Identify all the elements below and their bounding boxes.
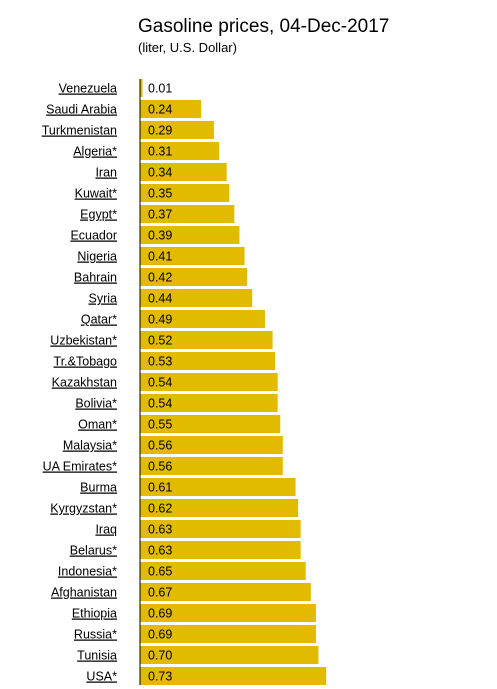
bar bbox=[140, 331, 273, 349]
category-label: Kazakhstan bbox=[52, 376, 117, 390]
category-label: Ecuador bbox=[70, 229, 117, 243]
category-label: Indonesia* bbox=[58, 565, 117, 579]
value-label: 0.73 bbox=[148, 670, 172, 684]
bar bbox=[140, 205, 235, 223]
category-label: Venezuela bbox=[59, 82, 117, 96]
category-label: Bahrain bbox=[74, 271, 117, 285]
category-label: Malaysia* bbox=[63, 439, 117, 453]
value-label: 0.53 bbox=[148, 355, 172, 369]
bar bbox=[140, 184, 230, 202]
value-label: 0.61 bbox=[148, 481, 172, 495]
bar bbox=[140, 373, 278, 391]
value-label: 0.56 bbox=[148, 460, 172, 474]
category-label: Oman* bbox=[78, 418, 117, 432]
category-label: Afghanistan bbox=[51, 586, 117, 600]
category-label: Iran bbox=[95, 166, 117, 180]
category-label: Russia* bbox=[74, 628, 117, 642]
bar bbox=[140, 163, 227, 181]
value-label: 0.62 bbox=[148, 502, 172, 516]
category-label: Nigeria bbox=[77, 250, 117, 264]
bar bbox=[140, 394, 278, 412]
value-label: 0.67 bbox=[148, 586, 172, 600]
value-label: 0.01 bbox=[148, 82, 172, 96]
category-label: Burma bbox=[80, 481, 117, 495]
category-label: Syria bbox=[89, 292, 118, 306]
value-label: 0.39 bbox=[148, 229, 172, 243]
bar bbox=[140, 646, 319, 664]
value-label: 0.69 bbox=[148, 628, 172, 642]
value-label: 0.55 bbox=[148, 418, 172, 432]
category-label: Iraq bbox=[95, 523, 117, 537]
value-label: 0.70 bbox=[148, 649, 172, 663]
category-label: Turkmenistan bbox=[42, 124, 117, 138]
chart-title: Gasoline prices, 04-Dec-2017 bbox=[138, 16, 390, 37]
value-label: 0.37 bbox=[148, 208, 172, 222]
bar bbox=[140, 79, 143, 97]
value-label: 0.31 bbox=[148, 145, 172, 159]
category-label: Kyrgyzstan* bbox=[50, 502, 117, 516]
value-labels-group: 0.01 0.24 0.29 0.31 0.34 0.35 0.37 0.39 0.41 0.42… bbox=[148, 82, 172, 684]
value-label: 0.44 bbox=[148, 292, 172, 306]
bars-group bbox=[140, 79, 327, 685]
bar bbox=[140, 142, 220, 160]
bar bbox=[140, 310, 265, 328]
value-label: 0.42 bbox=[148, 271, 172, 285]
bar bbox=[140, 100, 202, 118]
category-label: Qatar* bbox=[81, 313, 117, 327]
bar bbox=[140, 625, 316, 643]
value-label: 0.54 bbox=[148, 376, 172, 390]
value-label: 0.34 bbox=[148, 166, 172, 180]
bar bbox=[140, 604, 316, 622]
value-label: 0.69 bbox=[148, 607, 172, 621]
category-label: Belarus* bbox=[70, 544, 117, 558]
bar bbox=[140, 667, 327, 685]
category-label: UA Emirates* bbox=[43, 460, 117, 474]
value-label: 0.65 bbox=[148, 565, 172, 579]
bar bbox=[140, 352, 276, 370]
category-label: Ethiopia bbox=[72, 607, 117, 621]
bar bbox=[140, 226, 240, 244]
category-label: Tunisia bbox=[77, 649, 117, 663]
bar bbox=[140, 436, 283, 454]
bar bbox=[140, 478, 296, 496]
category-label: Tr.&Tobago bbox=[54, 355, 118, 369]
value-label: 0.29 bbox=[148, 124, 172, 138]
category-label: Saudi Arabia bbox=[46, 103, 117, 117]
bar bbox=[140, 268, 248, 286]
category-label: Kuwait* bbox=[75, 187, 118, 201]
category-label: Bolivia* bbox=[75, 397, 117, 411]
value-label: 0.63 bbox=[148, 523, 172, 537]
value-label: 0.49 bbox=[148, 313, 172, 327]
value-label: 0.63 bbox=[148, 544, 172, 558]
category-labels-group: Venezuela Saudi Arabia Turkmenistan Algeria… bbox=[42, 82, 117, 684]
category-label: USA* bbox=[86, 670, 117, 684]
value-label: 0.54 bbox=[148, 397, 172, 411]
bar bbox=[140, 583, 311, 601]
category-label: Uzbekistan* bbox=[50, 334, 117, 348]
bar bbox=[140, 562, 306, 580]
bar bbox=[140, 121, 214, 139]
bar bbox=[140, 541, 301, 559]
bar bbox=[140, 415, 281, 433]
value-label: 0.41 bbox=[148, 250, 172, 264]
value-label: 0.35 bbox=[148, 187, 172, 201]
chart-subtitle: (liter, U.S. Dollar) bbox=[138, 40, 237, 55]
bar bbox=[140, 520, 301, 538]
value-label: 0.56 bbox=[148, 439, 172, 453]
category-label: Algeria* bbox=[73, 145, 117, 159]
bar bbox=[140, 247, 245, 265]
value-label: 0.52 bbox=[148, 334, 172, 348]
category-label: Egypt* bbox=[80, 208, 117, 222]
bar bbox=[140, 457, 283, 475]
bar bbox=[140, 499, 299, 517]
value-label: 0.24 bbox=[148, 103, 172, 117]
bar bbox=[140, 289, 253, 307]
